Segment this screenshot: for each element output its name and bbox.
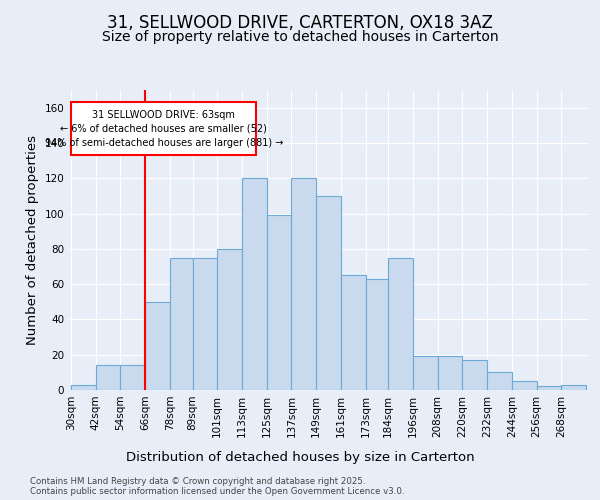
Bar [536,386,561,390]
Bar [292,178,316,390]
Bar [512,381,536,390]
Text: 31, SELLWOOD DRIVE, CARTERTON, OX18 3AZ: 31, SELLWOOD DRIVE, CARTERTON, OX18 3AZ [107,14,493,32]
Bar [365,279,388,390]
Bar [487,372,512,390]
Bar [121,366,145,390]
Text: Distribution of detached houses by size in Carterton: Distribution of detached houses by size … [125,451,475,464]
Bar [341,276,365,390]
Text: Contains HM Land Registry data © Crown copyright and database right 2025.: Contains HM Land Registry data © Crown c… [30,476,365,486]
Bar [193,258,217,390]
Text: Contains public sector information licensed under the Open Government Licence v3: Contains public sector information licen… [30,486,404,496]
Bar [413,356,437,390]
Bar [267,216,292,390]
Bar [170,258,193,390]
Bar [437,356,463,390]
Bar [561,384,586,390]
Y-axis label: Number of detached properties: Number of detached properties [26,135,39,345]
Bar [96,366,121,390]
FancyBboxPatch shape [71,102,256,156]
Bar [145,302,170,390]
Bar [388,258,413,390]
Bar [463,360,487,390]
Bar [242,178,267,390]
Bar [217,249,242,390]
Bar [316,196,341,390]
Text: 31 SELLWOOD DRIVE: 63sqm
← 6% of detached houses are smaller (52)
94% of semi-de: 31 SELLWOOD DRIVE: 63sqm ← 6% of detache… [44,110,283,148]
Text: Size of property relative to detached houses in Carterton: Size of property relative to detached ho… [101,30,499,44]
Bar [71,384,96,390]
